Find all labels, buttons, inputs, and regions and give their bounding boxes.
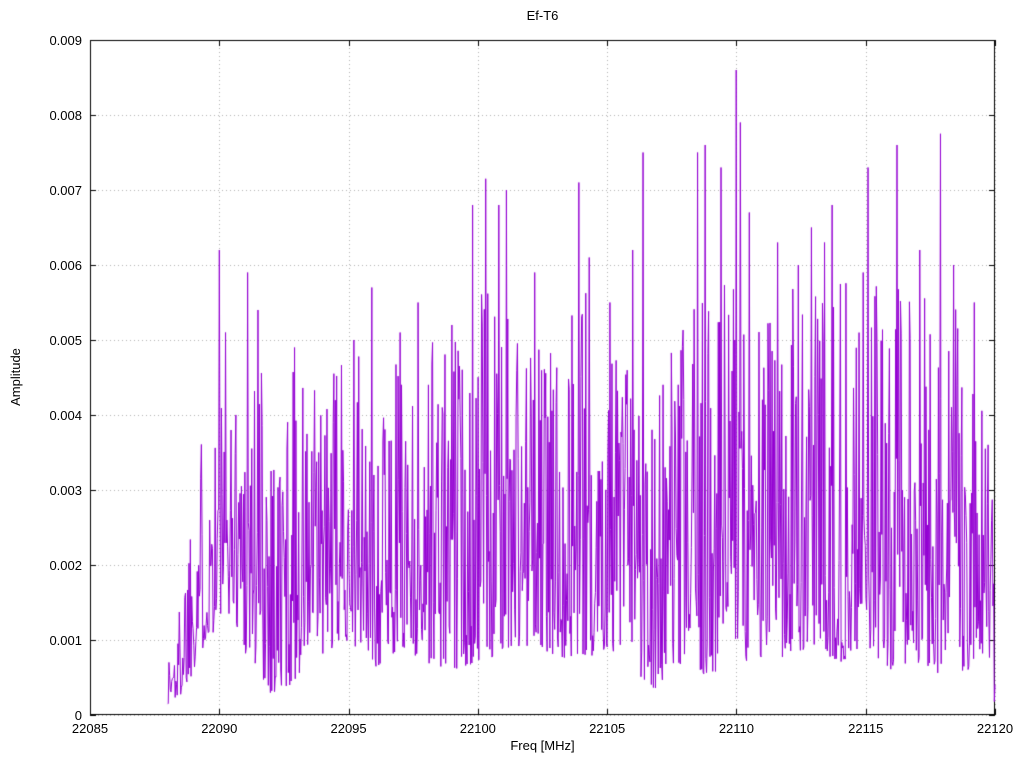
y-tick-label: 0.003 (49, 483, 82, 498)
x-tick-label: 22090 (201, 721, 238, 736)
chart-title: Ef-T6 (526, 8, 559, 23)
y-tick-label: 0.004 (49, 408, 82, 423)
y-tick-label: 0.001 (49, 633, 82, 648)
y-tick-label: 0.009 (49, 33, 82, 48)
x-tick-label: 22095 (330, 721, 367, 736)
x-tick-label: 22085 (71, 721, 109, 736)
y-tick-label: 0.008 (49, 108, 82, 123)
x-tick-label: 22110 (718, 721, 755, 736)
x-axis-label: Freq [MHz] (510, 738, 575, 753)
x-tick-label: 22120 (976, 721, 1014, 736)
y-axis-label: Amplitude (8, 348, 23, 406)
y-tick-label: 0 (74, 708, 82, 723)
y-tick-label: 0.006 (49, 258, 82, 273)
y-tick-label: 0.007 (49, 183, 82, 198)
y-tick-label: 0.005 (49, 333, 82, 348)
y-tick-label: 0.002 (49, 558, 82, 573)
x-tick-label: 22100 (459, 721, 496, 736)
x-tick-label: 22105 (589, 721, 626, 736)
x-tick-label: 22115 (848, 721, 884, 736)
